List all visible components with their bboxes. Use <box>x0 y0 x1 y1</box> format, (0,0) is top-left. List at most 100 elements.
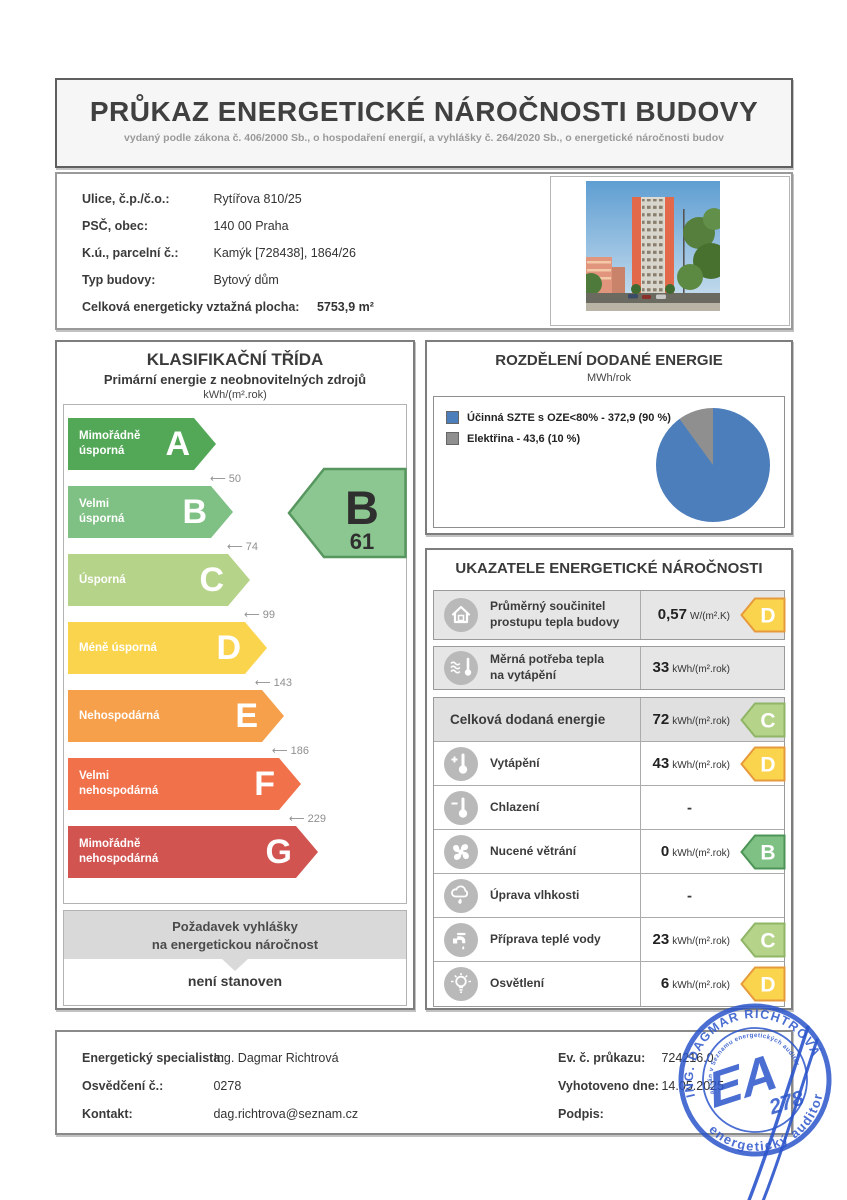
requirement-title-line1: Požadavek vyhlášky <box>172 919 298 934</box>
classification-box: KLASIFIKAČNÍ TŘÍDA Primární energie z ne… <box>55 340 415 1010</box>
field-value: Rytířova 810/25 <box>213 192 302 206</box>
stamp-rings <box>678 1003 832 1157</box>
legend-item-1: Elektřina - 43,6 (10 %) <box>446 428 671 449</box>
building-info-box: Ulice, č.p./č.o.: Rytířova 810/25 PSČ, o… <box>55 172 793 330</box>
building-photo <box>586 181 720 311</box>
class-badge-D: D <box>740 597 786 633</box>
class-bar-D: Méně úsporná D <box>68 622 267 674</box>
pie-legend: Účinná SZTE s OZE<80% - 372,9 (90 %) Elek… <box>446 407 671 449</box>
requirement-value: není stanoven <box>187 973 283 989</box>
class-label: Méně úsporná <box>79 641 157 654</box>
indicator-value: 23 kWh/(m².rok) <box>652 930 730 948</box>
indicator-label: Měrná potřeba tepla na vytápění <box>490 652 605 682</box>
indicator-value: 0,57 W/(m².K) <box>657 606 730 623</box>
field-value: Bytový dům <box>213 273 279 287</box>
building-heat-loss-icon <box>444 598 478 632</box>
building-field-type: Typ budovy: Bytový dům <box>82 267 374 294</box>
rating-arrow: B 61 <box>287 467 407 559</box>
class-label: Nehospodárná <box>79 709 160 722</box>
legend-item-0: Účinná SZTE s OZE<80% - 372,9 (90 %) <box>446 407 671 428</box>
class-letter: B <box>182 492 207 531</box>
class-label: Velmi úsporná <box>79 498 125 525</box>
class-threshold-D: ⟵ 143 <box>254 677 292 689</box>
svg-text:C: C <box>760 929 775 952</box>
class-label: Úsporná <box>79 573 126 586</box>
indicator-row: Osvětlení 6 kWh/(m².rok) D <box>434 962 786 1006</box>
indicator-value: 6 kWh/(m².rok) <box>660 975 730 992</box>
field-value: Ing. Dagmar Richtrová <box>213 1051 339 1065</box>
field-label: Podpis: <box>558 1107 604 1121</box>
heating-icon <box>444 746 478 781</box>
footer-field-date: Vyhotoveno dne: 14.05.2025 <box>558 1072 724 1100</box>
indicators-title: UKAZATELE ENERGETICKÉ NÁROČNOSTI <box>455 560 763 577</box>
indicator-row: Měrná potřeba tepla na vytápění 33 kWh/(m²… <box>434 647 784 689</box>
indicator-label: Průměrný součinitel prostupu tepla budov… <box>490 599 620 629</box>
indicator-row: Nucené větrání 0 kWh/(m².rok) B <box>434 830 786 874</box>
field-label: Osvědčení č.: <box>82 1079 164 1093</box>
field-label: Energetický specialista: <box>82 1051 225 1065</box>
legend-swatch-icon <box>446 411 459 424</box>
header-box: PRŮKAZ ENERGETICKÉ NÁROČNOSTI BUDOVY vyd… <box>55 78 793 168</box>
class-threshold-F: ⟵ 229 <box>288 813 326 825</box>
footer-field-specialist: Energetický specialista: Ing. Dagmar Ric… <box>82 1044 358 1072</box>
pie-chart-box: Účinná SZTE s OZE<80% - 372,9 (90 %) Elek… <box>433 396 785 528</box>
field-value: 724216.0 <box>661 1051 714 1065</box>
building-field-parcel: K.ú., parcelní č.: Kamýk [728438], 1864/… <box>82 240 374 267</box>
page-subtitle: vydaný podle zákona č. 406/2000 Sb., o h… <box>124 132 724 144</box>
field-label: Celková energeticky vztažná plocha: <box>82 300 300 314</box>
indicator-name-cell: Celková dodaná energie <box>434 698 641 741</box>
pie-chart <box>656 408 770 522</box>
class-badge-C: C <box>740 922 786 957</box>
class-bar-E: Nehospodárná E <box>68 690 284 742</box>
class-threshold-A: ⟵ 50 <box>209 473 241 485</box>
indicator-name-cell: Osvětlení <box>434 962 641 1006</box>
class-bar-A: Mimořádně úsporná A <box>68 418 216 470</box>
rating-letter: B <box>345 481 379 534</box>
field-value: 14.05.2025 <box>661 1079 725 1093</box>
footer-field-ev-number: Ev. č. průkazu: 724216.0 <box>558 1044 724 1072</box>
indicator-label: Chlazení <box>490 799 540 814</box>
class-label: Velmi nehospodárná <box>79 770 159 797</box>
page-title: PRŮKAZ ENERGETICKÉ NÁROČNOSTI BUDOVY <box>89 96 759 127</box>
building-field-city: PSČ, obec: 140 00 Praha <box>82 213 374 240</box>
field-label: Ev. č. průkazu: <box>558 1051 646 1065</box>
field-label: Ulice, č.p./č.o.: <box>82 192 170 206</box>
class-badge-C: C <box>740 702 786 737</box>
legend-swatch-icon <box>446 432 459 445</box>
energy-distribution-box: ROZDĚLENÍ DODANÉ ENERGIE MWh/rok Účinná … <box>425 340 793 535</box>
footer-left-fields: Energetický specialista: Ing. Dagmar Ric… <box>82 1044 358 1128</box>
class-bar-G: Mimořádně nehospodárná G <box>68 826 318 878</box>
class-letter: A <box>165 424 190 463</box>
class-threshold-E: ⟵ 186 <box>271 745 309 757</box>
footer-field-contact: Kontakt: dag.richtrova@seznam.cz <box>82 1100 358 1128</box>
building-photo-frame <box>550 176 790 326</box>
svg-text:D: D <box>760 753 775 776</box>
indicator-name-cell: Příprava teplé vody <box>434 918 641 961</box>
indicator-value-cell: 6 kWh/(m².rok) D <box>641 962 786 1006</box>
svg-text:B: B <box>760 841 775 864</box>
field-label: PSČ, obec: <box>82 219 148 233</box>
class-letter: F <box>254 764 275 803</box>
lighting-icon <box>444 967 478 1001</box>
indicator-label: Úprava vlhkosti <box>490 887 580 902</box>
indicator-name-cell: Vytápění <box>434 742 641 785</box>
footer-right-fields: Ev. č. průkazu: 724216.0 Vyhotoveno dne:… <box>558 1044 724 1128</box>
field-value: 140 00 Praha <box>213 219 289 233</box>
indicator-name-cell: Nucené větrání <box>434 830 641 873</box>
building-field-area: Celková energeticky vztažná plocha: 5753… <box>82 294 374 321</box>
legend-label: Účinná SZTE s OZE<80% - 372,9 (90 %) <box>467 411 671 424</box>
indicator-row: Úprava vlhkosti - <box>434 874 784 918</box>
building-fields: Ulice, č.p./č.o.: Rytířova 810/25 PSČ, o… <box>82 186 374 321</box>
indicator-value-cell: 72 kWh/(m².rok) C <box>641 698 786 741</box>
building-field-street: Ulice, č.p./č.o.: Rytířova 810/25 <box>82 186 374 213</box>
indicator-label: Vytápění <box>490 755 540 770</box>
indicator-value-cell: 33 kWh/(m².rok) <box>641 647 784 689</box>
class-threshold-B: ⟵ 74 <box>226 541 258 553</box>
field-value: 0278 <box>213 1079 242 1093</box>
indicator-value: 72 kWh/(m².rok) <box>652 710 730 728</box>
classification-unit: kWh/(m².rok) <box>203 389 267 401</box>
footer-field-certificate-no: Osvědčení č.: 0278 <box>82 1072 358 1100</box>
indicator-value-cell: - <box>641 786 784 829</box>
indicator-row: Příprava teplé vody 23 kWh/(m².rok) C <box>434 918 786 962</box>
